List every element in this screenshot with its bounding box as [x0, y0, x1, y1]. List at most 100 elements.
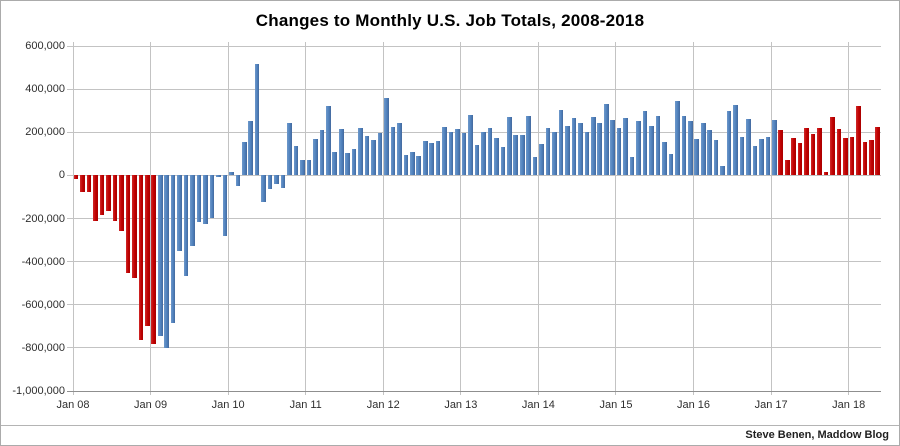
- bar: [338, 128, 344, 176]
- bar: [565, 125, 570, 176]
- bar: [429, 143, 434, 176]
- vertical-gridline: [150, 42, 152, 395]
- vertical-gridline: [615, 42, 617, 395]
- bar: [571, 117, 577, 176]
- horizontal-gridline: [67, 261, 881, 263]
- bar: [591, 116, 596, 176]
- bar: [539, 144, 544, 176]
- x-axis-tick-label: Jan 13: [444, 399, 478, 411]
- bar: [668, 153, 674, 176]
- bar: [597, 122, 603, 176]
- bar: [164, 175, 169, 348]
- bar: [720, 166, 725, 176]
- bar: [675, 100, 680, 176]
- vertical-gridline: [693, 42, 695, 395]
- horizontal-gridline: [67, 174, 881, 176]
- x-axis-tick-label: Jan 18: [832, 399, 866, 411]
- x-axis-tick-label: Jan 10: [211, 399, 245, 411]
- bar: [474, 144, 480, 176]
- vertical-gridline: [305, 42, 307, 395]
- bar: [93, 175, 98, 221]
- bar: [856, 105, 861, 176]
- x-axis-tick-label: Jan 08: [56, 399, 90, 411]
- bar: [532, 157, 538, 176]
- bar: [713, 139, 719, 176]
- bar: [99, 175, 105, 216]
- bar: [655, 115, 661, 176]
- horizontal-gridline: [67, 88, 881, 90]
- bar: [216, 175, 221, 177]
- bar: [377, 133, 383, 176]
- bar: [203, 175, 208, 225]
- bar: [384, 97, 389, 176]
- bar: [196, 175, 202, 222]
- bar: [190, 175, 195, 246]
- bar: [726, 111, 732, 176]
- bar: [804, 127, 809, 176]
- y-axis-tick-label: -200,000: [21, 212, 65, 225]
- bar: [772, 119, 777, 176]
- bar: [132, 175, 137, 278]
- bar: [274, 175, 279, 185]
- bar: [390, 126, 396, 176]
- bar: [694, 138, 700, 176]
- bar: [448, 131, 454, 176]
- bar: [868, 140, 874, 176]
- bar: [623, 118, 628, 176]
- x-axis-tick-label: Jan 17: [754, 399, 788, 411]
- bar: [151, 175, 157, 345]
- bar: [746, 119, 751, 176]
- bar: [616, 127, 622, 176]
- bar: [106, 175, 111, 211]
- bar: [254, 64, 260, 176]
- x-axis-tick-label: Jan 16: [677, 399, 711, 411]
- bar: [765, 136, 771, 176]
- chart-title: Changes to Monthly U.S. Job Totals, 2008…: [255, 11, 645, 30]
- bar: [642, 110, 648, 176]
- bar: [875, 127, 881, 176]
- bar: [416, 156, 422, 176]
- bar: [797, 142, 803, 176]
- bar: [481, 132, 486, 176]
- bar: [817, 127, 822, 176]
- bar: [552, 131, 557, 176]
- bar: [80, 175, 85, 193]
- bar: [687, 121, 693, 176]
- bar: [494, 138, 499, 176]
- bar: [461, 132, 467, 176]
- bar: [325, 105, 331, 176]
- y-axis-tick-label: -800,000: [21, 341, 65, 354]
- bar: [435, 140, 441, 176]
- y-axis-tick-label: 0: [58, 169, 65, 182]
- bar: [500, 147, 506, 176]
- y-axis-tick-label: 200,000: [25, 126, 65, 139]
- bar: [177, 175, 182, 252]
- bar: [229, 172, 234, 176]
- y-axis-tick-label: -1,000,000: [12, 385, 65, 397]
- y-axis-tick-label: -600,000: [21, 298, 65, 311]
- bar: [759, 138, 764, 176]
- bar: [351, 149, 357, 176]
- vertical-gridline: [848, 42, 850, 395]
- bar: [397, 122, 402, 176]
- bar: [157, 175, 163, 336]
- y-axis-tick-label: 600,000: [25, 40, 65, 52]
- bar: [603, 104, 609, 176]
- bar: [183, 175, 189, 277]
- bar: [862, 141, 868, 176]
- bar: [584, 131, 590, 176]
- horizontal-gridline: [67, 347, 881, 349]
- bar: [506, 117, 512, 176]
- bar: [403, 154, 409, 176]
- horizontal-gridline: [67, 304, 881, 306]
- bar: [145, 175, 150, 326]
- bar: [836, 128, 842, 176]
- bar: [681, 116, 687, 176]
- bar: [810, 134, 816, 176]
- bar: [364, 135, 370, 176]
- bar: [636, 121, 641, 176]
- bar: [707, 130, 712, 176]
- bar: [222, 175, 228, 237]
- bar: [86, 175, 92, 193]
- x-axis-tick-label: Jan 12: [366, 399, 400, 411]
